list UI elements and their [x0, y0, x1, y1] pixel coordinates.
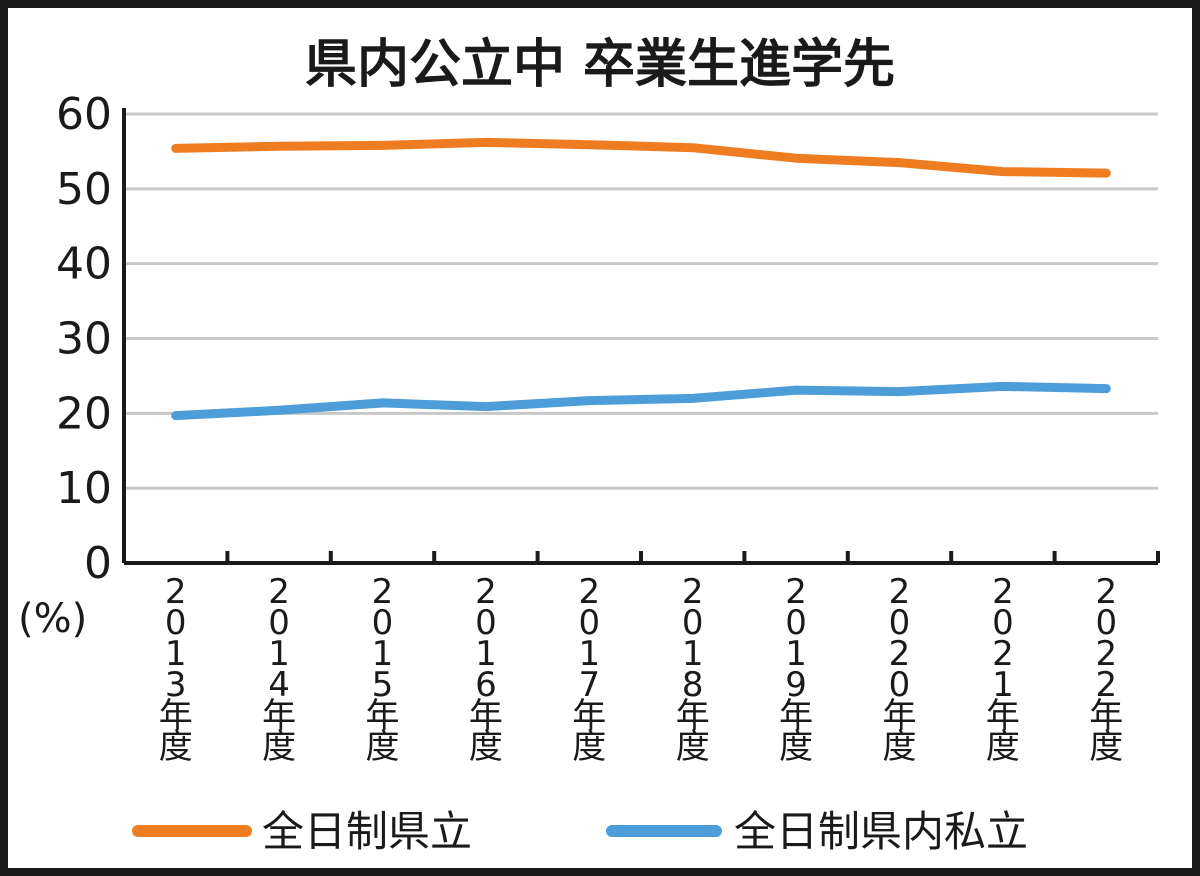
- x-tick-label: 2 0 2 1 年度: [986, 572, 1020, 767]
- x-tick-label: 2 0 1 3 年度: [159, 572, 193, 767]
- y-tick-label: 10: [56, 463, 112, 514]
- series-line: [171, 137, 1111, 178]
- x-tick-label: 2 0 1 6 年度: [469, 572, 503, 767]
- y-tick-label: 50: [56, 164, 112, 215]
- x-tick-label: 2 0 1 8 年度: [676, 572, 710, 767]
- legend: 全日制県立 全日制県内私立: [132, 807, 1028, 856]
- y-unit-label: (%): [18, 596, 87, 642]
- chart-title: 県内公立中 卒業生進学先: [305, 35, 895, 95]
- y-tick-label: 40: [56, 239, 112, 290]
- y-tick-label: 0: [84, 538, 112, 589]
- legend-label: 全日制県立: [262, 807, 472, 856]
- series-lines: [171, 137, 1111, 421]
- legend-label: 全日制県内私立: [734, 807, 1028, 856]
- axes: [122, 108, 1160, 565]
- x-tick-label: 2 0 1 5 年度: [366, 572, 400, 767]
- y-tick-label: 30: [56, 314, 112, 365]
- y-axis-ticks: 0 10 20 30 40 50 60: [56, 89, 112, 589]
- x-tick-label: 2 0 1 7 年度: [572, 572, 606, 767]
- x-axis-ticks: 2 0 1 3 年度 2 0 1 4 年度 2 0 1 5 年度 2 0 1 6 年度 2 0 1 7 年度 2 0 1 8 年度 2 0 1 9…: [159, 572, 1124, 767]
- x-tick-label: 2 0 1 4 年度: [262, 572, 296, 767]
- x-tick-label: 2 0 2 0 年度: [883, 572, 917, 767]
- series-line: [171, 381, 1111, 421]
- x-tick-label: 2 0 2 2 年度: [1089, 572, 1123, 767]
- y-tick-label: 20: [56, 388, 112, 439]
- y-tick-label: 60: [56, 89, 112, 140]
- x-tick-label: 2 0 1 9 年度: [779, 572, 813, 767]
